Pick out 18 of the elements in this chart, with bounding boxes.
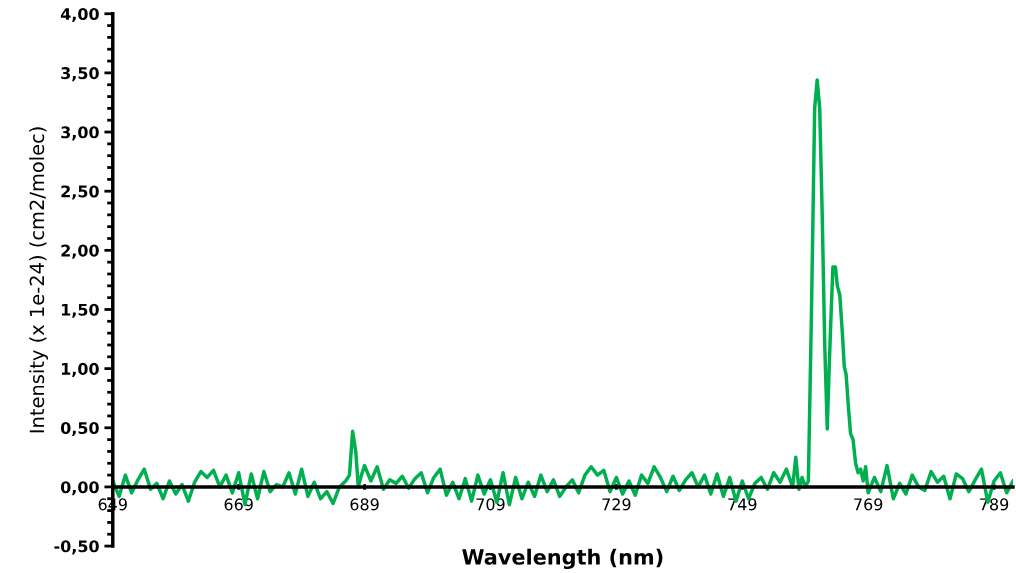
y-axis-title: Intensity (x 1e-24) (cm2/molec): [29, 127, 48, 433]
y-tick-label: 3,00: [61, 126, 99, 141]
y-tick-label: -0,50: [54, 540, 99, 555]
x-tick-label: 789: [980, 498, 1009, 511]
x-tick-label: 729: [602, 498, 631, 511]
y-tick-label: 3,50: [61, 67, 99, 82]
y-tick-label: 4,00: [60, 7, 99, 23]
y-tick-label: 0,00: [60, 481, 99, 496]
x-tick-label: 769: [854, 498, 883, 511]
x-tick-label: 709: [476, 498, 505, 511]
y-tick-label: 2,50: [61, 185, 99, 200]
y-tick-label: 1,00: [61, 362, 99, 377]
y-tick-label: 1,50: [61, 303, 99, 318]
x-axis-title: Wavelength (nm): [462, 548, 663, 570]
x-tick-label: 749: [728, 498, 757, 511]
y-tick-label: 2,00: [61, 244, 99, 259]
x-tick-label: 689: [350, 498, 379, 511]
y-tick-label: 0,50: [60, 421, 99, 437]
